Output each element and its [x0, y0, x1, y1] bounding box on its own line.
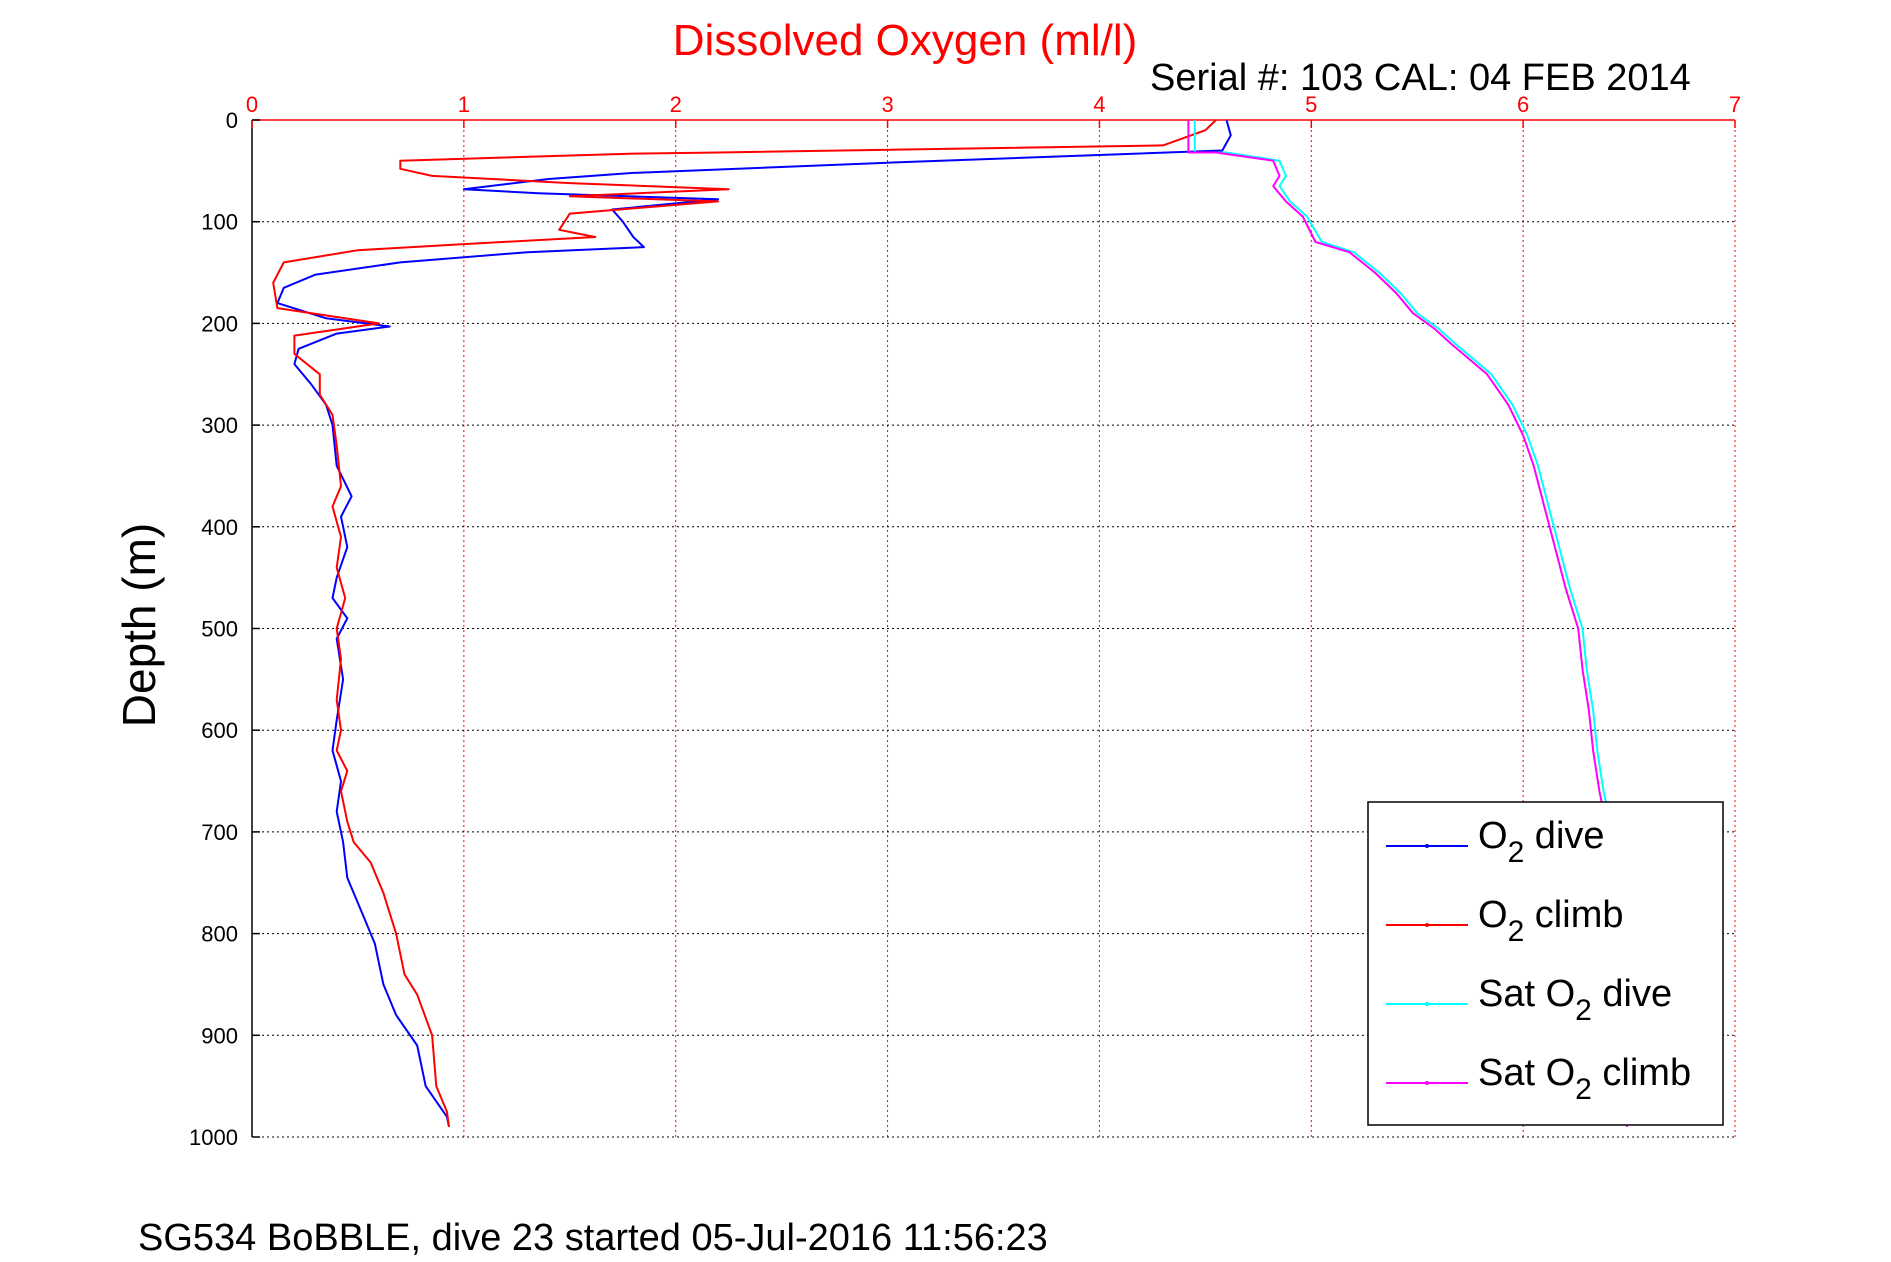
y-tick-label: 700 [201, 820, 238, 845]
y-tick-label: 600 [201, 718, 238, 743]
serial-label: Serial #: 103 CAL: 04 FEB 2014 [1150, 57, 1691, 99]
y-tick-label: 500 [201, 617, 238, 642]
x-tick-label: 5 [1305, 92, 1317, 117]
x-tick-label: 0 [246, 92, 258, 117]
axes [251, 119, 1736, 1138]
x-tick-label: 7 [1729, 92, 1741, 117]
footer-caption: SG534 BoBBLE, dive 23 started 05-Jul-201… [138, 1217, 1048, 1259]
y-tick-labels: 0 100 200 300 400 500 600 700 800 900 1000 [189, 108, 238, 1150]
series-line [1193, 120, 1609, 812]
y-tick-label: 300 [201, 413, 238, 438]
legend: O2 dive O2 climb Sat O2 dive Sat O2 climb [1367, 801, 1724, 1126]
y-tick-label: 200 [201, 311, 238, 336]
legend-label: Sat O2 dive [1478, 973, 1672, 1027]
legend-marker [1425, 1081, 1429, 1085]
x-tick-label: 2 [670, 92, 682, 117]
legend-label: O2 dive [1478, 815, 1605, 869]
y-tick-label: 1000 [189, 1125, 238, 1150]
chart-title: Dissolved Oxygen (ml/l) [673, 16, 1138, 65]
y-tick-label: 400 [201, 515, 238, 540]
y-tick-label: 900 [201, 1023, 238, 1048]
series-line [272, 119, 1217, 1127]
legend-marker [1425, 1002, 1429, 1006]
x-tick-label: 4 [1093, 92, 1105, 117]
legend-label: Sat O2 climb [1478, 1052, 1691, 1106]
y-axis-label: Depth (m) [113, 523, 165, 727]
y-tick-label: 100 [201, 210, 238, 235]
x-tick-label: 3 [881, 92, 893, 117]
legend-label: O2 climb [1478, 894, 1623, 948]
legend-marker [1425, 923, 1429, 927]
y-tick-label: 0 [226, 108, 238, 133]
series-line [276, 119, 1232, 1128]
legend-box [1367, 801, 1724, 1126]
x-tick-label: 1 [458, 92, 470, 117]
y-tick-label: 800 [201, 922, 238, 947]
legend-marker [1425, 844, 1429, 848]
x-tick-label: 6 [1517, 92, 1529, 117]
x-tick-labels: 0 1 2 3 4 5 6 7 [246, 92, 1741, 117]
